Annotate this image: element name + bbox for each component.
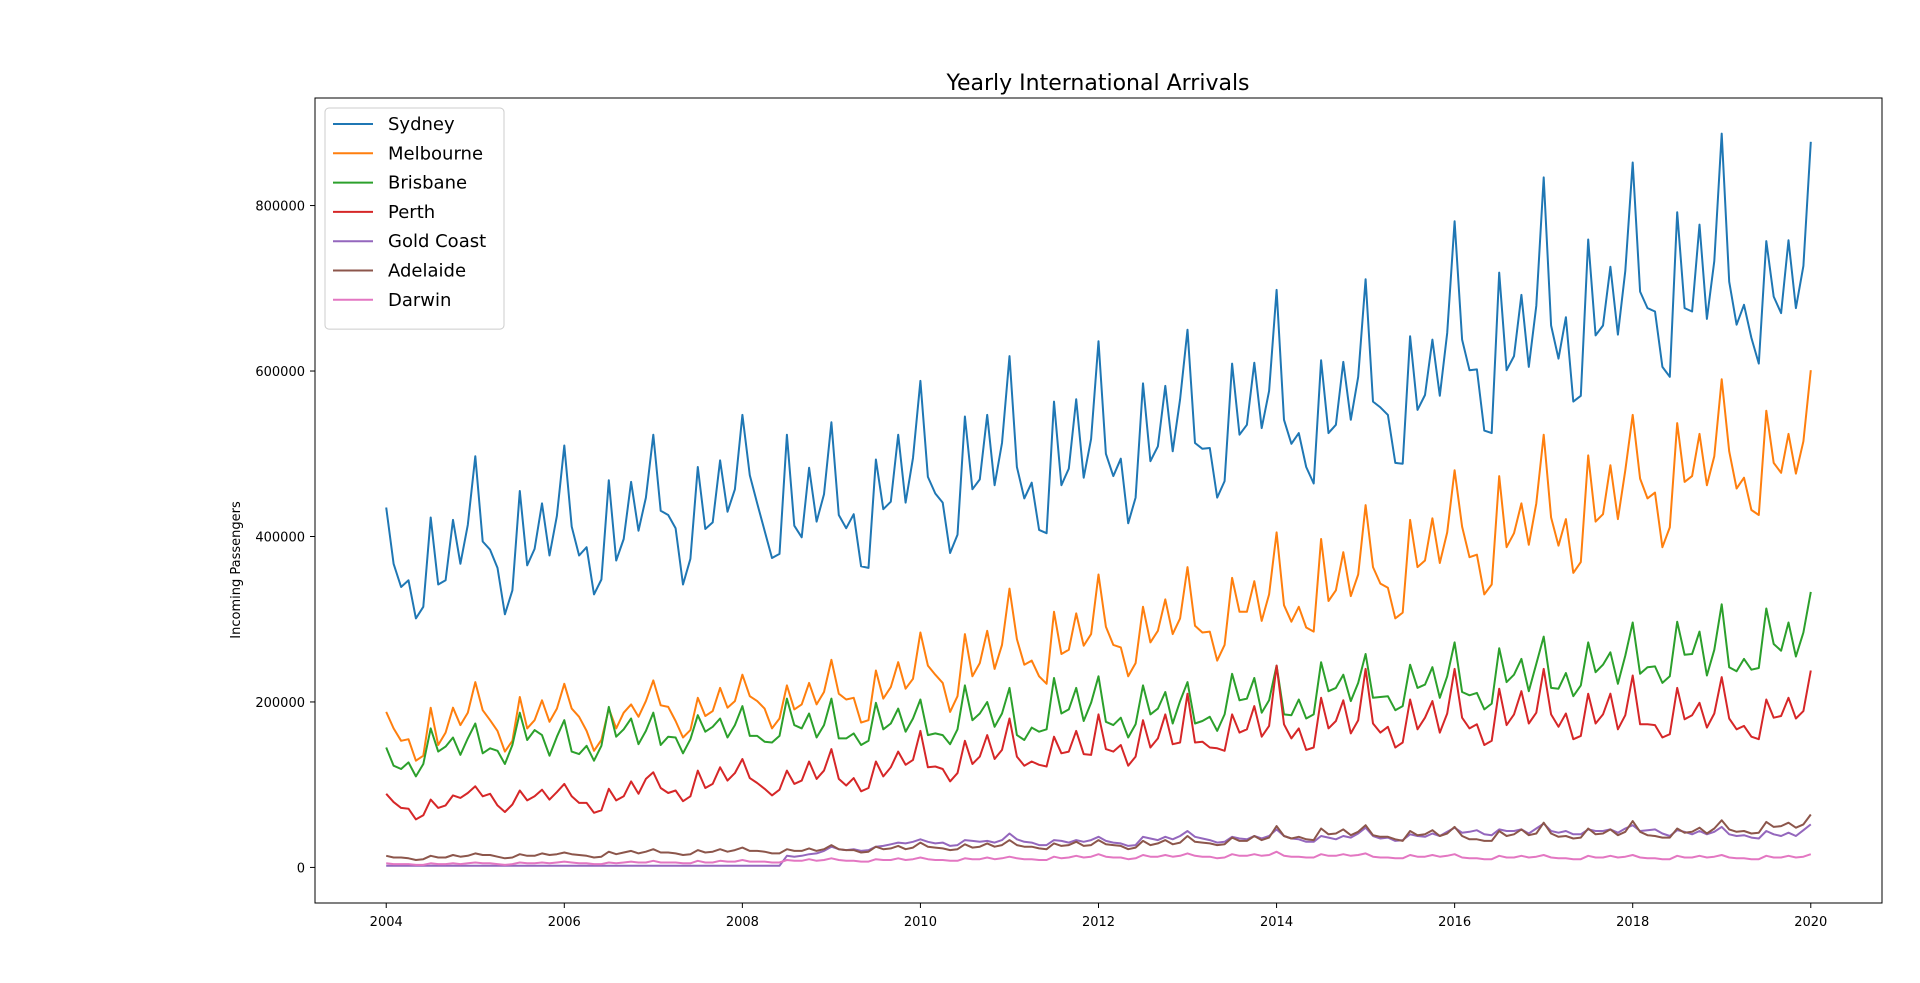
series-line-sydney — [385, 132, 1812, 620]
y-tick-label: 600000 — [255, 365, 305, 380]
legend-label: Sydney — [388, 114, 455, 135]
series-line-brisbane — [385, 591, 1812, 778]
x-tick-label: 2014 — [1260, 915, 1293, 930]
legend-label: Melbourne — [388, 143, 483, 164]
legend-label: Brisbane — [388, 173, 467, 194]
x-tick-label: 2008 — [726, 915, 759, 930]
y-tick-label: 400000 — [255, 530, 305, 545]
x-tick-label: 2006 — [548, 915, 581, 930]
x-tick-label: 2010 — [904, 915, 937, 930]
x-axis: 2004 2006 2008 2010 2012 2014 2016 2018 2020 — [370, 903, 1827, 930]
x-tick-label: 2018 — [1616, 915, 1649, 930]
series-layer — [385, 132, 1812, 867]
legend-label: Adelaide — [388, 261, 466, 282]
series-line-adelaide — [385, 813, 1812, 861]
legend: Sydney Melbourne Brisbane Perth Gold Coast Ad… — [324, 107, 505, 330]
y-axis-label: Incoming Passengers — [229, 501, 244, 639]
series-line-melbourne — [385, 370, 1812, 762]
x-tick-label: 2004 — [370, 915, 403, 930]
x-tick-label: 2012 — [1082, 915, 1115, 930]
x-tick-label: 2016 — [1438, 915, 1471, 930]
y-tick-label: 200000 — [255, 696, 305, 711]
legend-box — [324, 107, 505, 330]
x-tick-label: 2020 — [1794, 915, 1827, 930]
series-line-darwin — [386, 850, 1812, 866]
plot-frame — [314, 97, 1883, 904]
legend-label: Perth — [388, 202, 435, 223]
series-line-perth — [385, 664, 1812, 821]
y-axis: 0 200000 400000 600000 800000 — [255, 200, 315, 876]
legend-label: Darwin — [388, 290, 451, 311]
y-tick-label: 0 — [297, 861, 305, 876]
legend-label: Gold Coast — [388, 231, 486, 252]
y-tick-label: 800000 — [255, 200, 305, 215]
series-line-gold-coast — [386, 822, 1812, 867]
chart-title: Yearly International Arrivals — [945, 71, 1249, 96]
